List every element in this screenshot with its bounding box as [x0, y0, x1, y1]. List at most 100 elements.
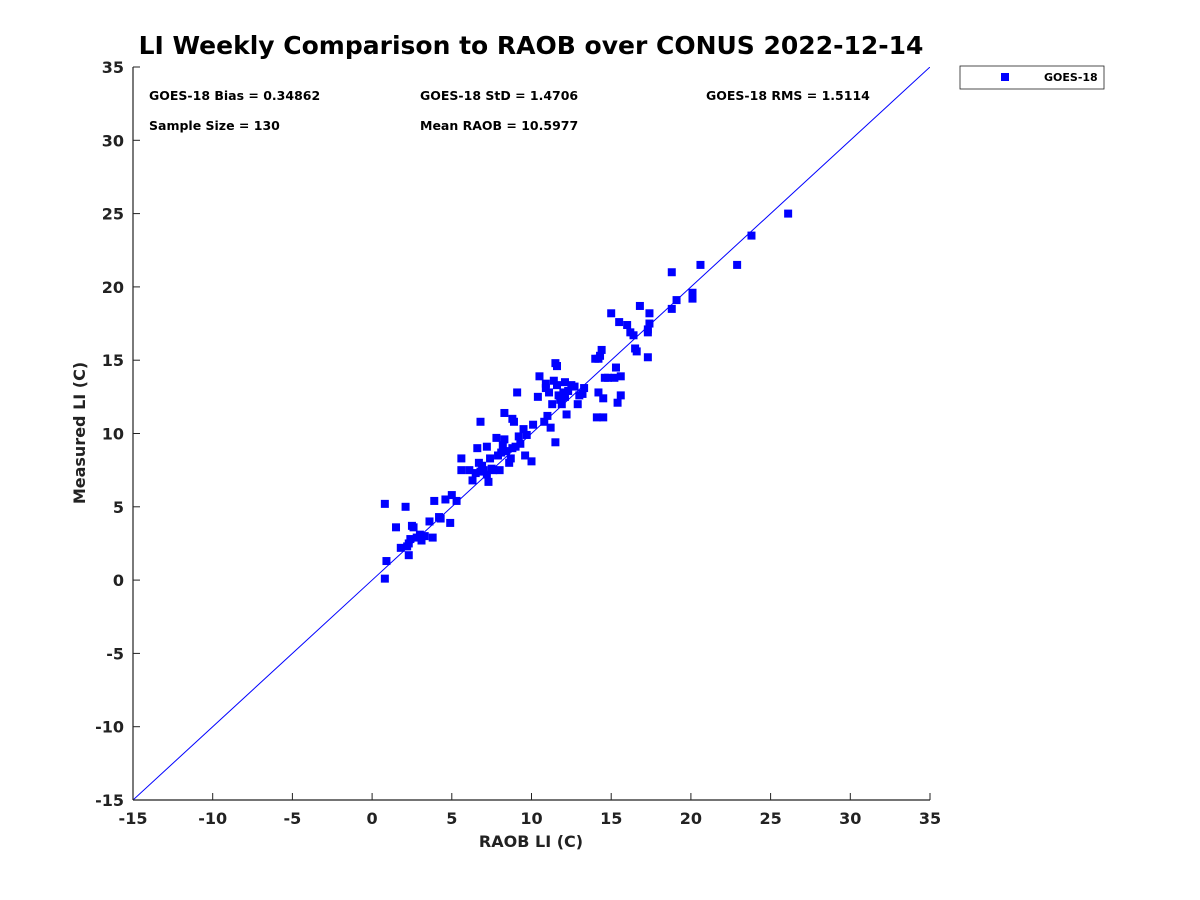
y-tick-label: 15 [102, 351, 124, 370]
data-point-goes-18 [482, 442, 491, 451]
data-point-goes-18 [506, 454, 515, 463]
data-point-goes-18 [511, 442, 520, 451]
data-point-goes-18 [482, 470, 491, 479]
data-point-goes-18 [521, 451, 530, 460]
data-point-goes-18 [404, 539, 413, 548]
data-point-goes-18 [545, 388, 554, 397]
data-point-goes-18 [548, 400, 557, 409]
data-point-goes-18 [492, 433, 501, 442]
data-point-goes-18 [667, 304, 676, 313]
x-axis-label: RAOB LI (C) [479, 832, 583, 851]
data-point-goes-18 [541, 384, 550, 393]
data-point-goes-18 [541, 379, 550, 388]
data-point-goes-18 [546, 423, 555, 432]
data-point-goes-18 [562, 410, 571, 419]
data-point-goes-18 [500, 435, 509, 444]
x-tick-label: 35 [919, 809, 941, 828]
data-point-goes-18 [784, 209, 793, 218]
data-point-goes-18 [551, 438, 560, 447]
data-point-goes-18 [519, 425, 528, 434]
y-tick-label: 0 [113, 571, 124, 590]
data-point-goes-18 [446, 518, 455, 527]
data-point-goes-18 [623, 321, 632, 330]
stat-mean-raob: Mean RAOB = 10.5977 [420, 118, 578, 133]
data-point-goes-18 [428, 533, 437, 542]
data-point-goes-18 [425, 517, 434, 526]
data-point-goes-18 [476, 417, 485, 426]
data-point-goes-18 [529, 420, 538, 429]
data-point-goes-18 [468, 476, 477, 485]
x-axis-ticks: -15 -10 -5 0 5 10 15 20 25 30 35 [119, 793, 941, 828]
data-point-goes-18 [447, 491, 456, 500]
data-point-goes-18 [441, 495, 450, 504]
data-point-goes-18 [747, 231, 756, 240]
data-point-goes-18 [672, 296, 681, 305]
data-point-goes-18 [560, 392, 569, 401]
data-point-goes-18 [610, 373, 619, 382]
data-point-goes-18 [570, 382, 579, 391]
data-point-goes-18 [578, 389, 587, 398]
data-point-goes-18 [599, 394, 608, 403]
data-point-goes-18 [457, 454, 466, 463]
data-point-goes-18 [560, 378, 569, 387]
data-point-goes-18 [415, 530, 424, 539]
stat-sample-size: Sample Size = 130 [149, 118, 280, 133]
y-tick-label: -15 [95, 791, 124, 810]
data-point-goes-18 [436, 514, 445, 523]
data-point-goes-18 [573, 400, 582, 409]
x-tick-label: -10 [198, 809, 227, 828]
y-tick-label: 35 [102, 58, 124, 77]
data-point-goes-18 [645, 309, 654, 318]
data-point-goes-18 [611, 363, 620, 372]
data-point-goes-18 [430, 496, 439, 505]
x-tick-label: 25 [759, 809, 781, 828]
legend-entry-goes-18: GOES-18 [1044, 71, 1098, 84]
data-point-goes-18 [527, 457, 536, 466]
y-axis-label: Measured LI (C) [70, 362, 89, 504]
data-point-goes-18 [564, 386, 573, 395]
data-point-goes-18 [643, 325, 652, 334]
data-point-goes-18 [535, 372, 544, 381]
data-point-goes-18 [516, 439, 525, 448]
y-tick-label: 25 [102, 205, 124, 224]
data-point-goes-18 [696, 260, 705, 269]
data-point-goes-18 [592, 413, 601, 422]
data-point-goes-18 [409, 523, 418, 532]
data-point-goes-18 [495, 466, 504, 475]
x-tick-label: 30 [839, 809, 861, 828]
legend-box [959, 65, 1105, 90]
scatter-points [380, 209, 793, 583]
data-point-goes-18 [597, 345, 606, 354]
y-tick-label: -5 [106, 644, 124, 663]
data-point-goes-18 [522, 430, 531, 439]
x-tick-label: 0 [367, 809, 378, 828]
legend-marker-goes-18 [1001, 73, 1009, 81]
data-point-goes-18 [604, 373, 613, 382]
data-point-goes-18 [554, 391, 563, 400]
data-point-goes-18 [498, 441, 507, 450]
data-point-goes-18 [417, 536, 426, 545]
data-point-goes-18 [478, 461, 487, 470]
data-point-goes-18 [401, 502, 410, 511]
data-point-goes-18 [643, 353, 652, 362]
x-tick-label: -15 [119, 809, 148, 828]
data-point-goes-18 [484, 477, 493, 486]
data-point-goes-18 [382, 557, 391, 566]
data-point-goes-18 [380, 574, 389, 583]
data-point-goes-18 [688, 294, 697, 303]
data-point-goes-18 [615, 318, 624, 327]
data-point-goes-18 [635, 301, 644, 310]
y-tick-label: 20 [102, 278, 124, 297]
x-tick-label: 15 [600, 809, 622, 828]
x-tick-label: 10 [520, 809, 542, 828]
data-point-goes-18 [559, 388, 568, 397]
data-point-goes-18 [688, 288, 697, 297]
data-point-goes-18 [457, 466, 466, 475]
data-point-goes-18 [540, 417, 549, 426]
data-point-goes-18 [616, 391, 625, 400]
data-point-goes-18 [667, 268, 676, 277]
data-point-goes-18 [505, 458, 514, 467]
data-point-goes-18 [645, 319, 654, 328]
data-point-goes-18 [629, 331, 638, 340]
